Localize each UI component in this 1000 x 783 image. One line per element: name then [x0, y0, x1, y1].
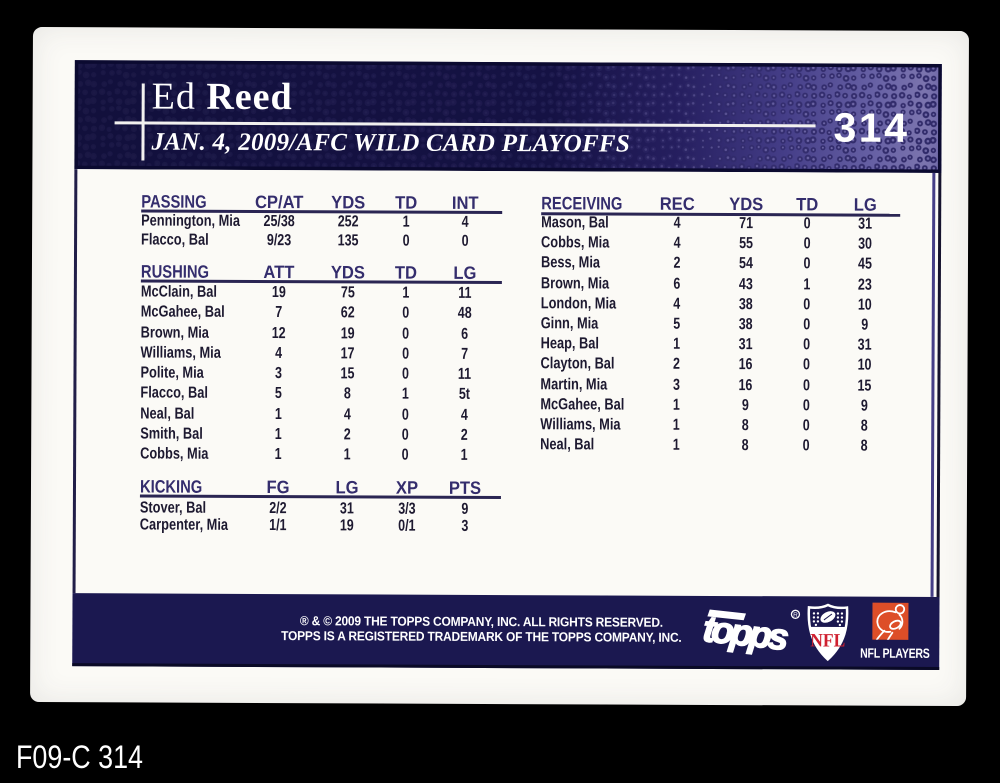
svg-text:NFL: NFL [810, 630, 845, 651]
svg-text:R: R [793, 612, 798, 619]
